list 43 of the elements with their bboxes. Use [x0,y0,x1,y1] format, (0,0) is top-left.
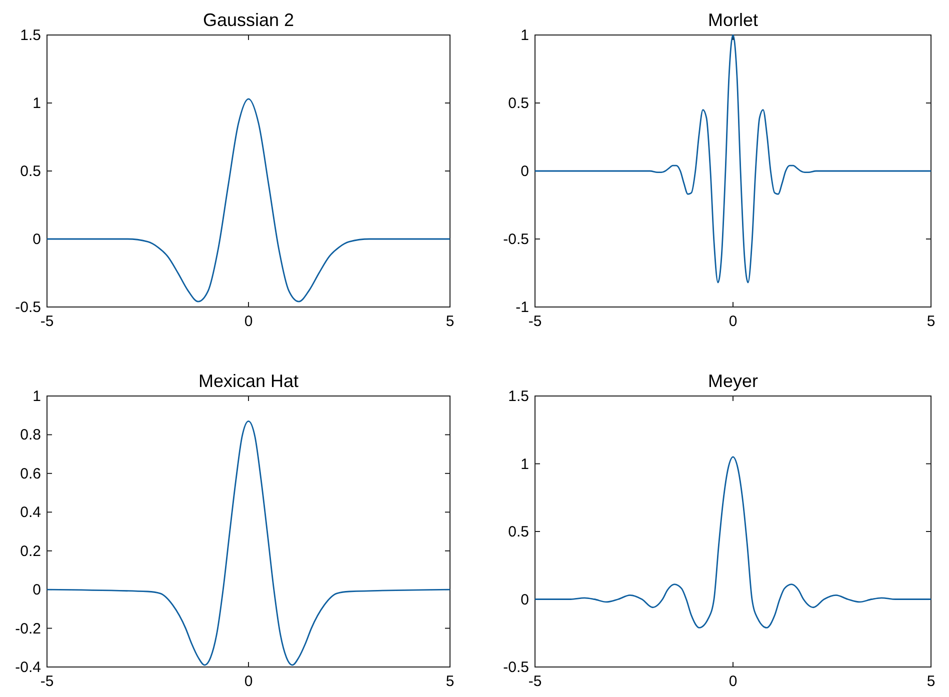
y-tick-label: 0 [520,591,529,608]
line-series [534,34,932,284]
y-tick-label: 0.5 [508,524,529,540]
chart-title: Meyer [708,371,758,391]
y-tick-label: 1 [32,95,41,112]
y-tick-label: -1 [516,299,529,316]
chart-title: Mexican Hat [198,371,299,391]
x-tick-label: -5 [40,313,54,330]
y-tick-label: -0.5 [503,231,529,248]
y-tick-label: 1.5 [508,388,529,405]
x-tick-label: -5 [528,313,542,330]
y-tick-label: 0.8 [20,426,41,444]
y-tick-label: 0 [520,163,529,180]
y-tick-label: 1 [520,456,529,473]
y-tick-label: -0.5 [15,299,41,316]
x-tick-label: 5 [926,673,936,690]
y-tick-label: 1 [520,27,529,44]
chart-title: Gaussian 2 [202,10,294,30]
y-tick-label: -0.4 [15,659,41,676]
x-tick-label: 5 [926,313,936,330]
line-series [46,420,451,666]
y-tick-label: 0.4 [20,504,41,522]
y-tick-label: 1.5 [20,27,41,44]
x-tick-label: 0 [728,673,738,690]
y-tick-label: 0.5 [20,163,41,180]
y-tick-label: 0 [32,231,41,248]
line-series [46,98,451,302]
x-tick-label: 0 [244,673,253,690]
x-tick-label: 5 [446,313,454,330]
x-tick-label: -5 [528,673,542,690]
y-tick-label: -0.5 [503,659,529,676]
line-series [534,456,932,628]
y-tick-label: -0.2 [15,620,41,638]
x-tick-label: 5 [446,673,454,690]
x-tick-label: 0 [728,313,738,330]
x-tick-label: 0 [244,313,253,330]
y-tick-label: 0 [32,582,41,599]
x-tick-label: -5 [40,673,54,690]
y-tick-label: 0.2 [20,542,41,560]
y-tick-label: 0.5 [508,95,529,112]
chart-title: Morlet [708,10,758,30]
y-tick-label: 1 [32,388,41,405]
y-tick-label: 0.6 [20,465,41,482]
